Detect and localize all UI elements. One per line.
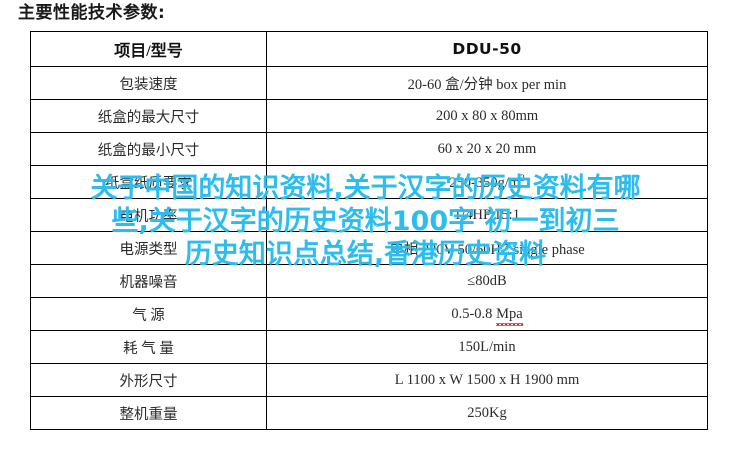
row-label-air-consumption: 耗 气 量 [30,330,267,364]
row-value-packing-speed: 20-60 盒/分钟 box per min [266,66,708,100]
table-row: 机器噪音 ≤80dB [30,264,708,298]
paper-quality-superscript: 3 [520,172,525,183]
table-row: 电机功率 1/4HP 15:1 [30,198,708,232]
row-label-dimensions: 外形尺寸 [30,363,267,397]
row-label-max-box-size: 纸盒的最大尺寸 [30,99,267,133]
table-row: 电源类型 单相 220V 50/60HZ single phase [30,231,708,265]
table-row: 包装速度 20-60 盒/分钟 box per min [30,66,708,100]
table-row: 纸盒的最小尺寸 60 x 20 x 20 mm [30,132,708,166]
row-value-power-type: 单相 220V 50/60HZ single phase [266,231,708,265]
row-label-air-source: 气 源 [30,297,267,331]
row-label-machine-noise: 机器噪音 [30,264,267,298]
row-label-power-type: 电源类型 [30,231,267,265]
row-value-paper-quality: 250-350g/m3 [266,165,708,199]
page-title: 主要性能技术参数: [18,3,166,23]
row-label-paper-quality: 纸盒纸质要求 [30,165,267,199]
table-row: 纸盒纸质要求 250-350g/m3 [30,165,708,199]
table-row: 气 源 0.5-0.8 Mpa [30,297,708,331]
header-cell-model: DDU-50 [266,31,708,67]
row-value-motor-power: 1/4HP 15:1 [266,198,708,232]
paper-quality-text: 250-350g/m [449,174,521,191]
table-row: 纸盒的最大尺寸 200 x 80 x 80mm [30,99,708,133]
table-row: 外形尺寸 L 1100 x W 1500 x H 1900 mm [30,363,708,397]
row-label-total-weight: 整机重量 [30,396,267,430]
air-source-unit-misspelled: Mpa [496,305,523,326]
header-cell-label: 项目/型号 [30,31,267,67]
row-value-total-weight: 250Kg [266,396,708,430]
row-value-air-consumption: 150L/min [266,330,708,364]
row-label-min-box-size: 纸盒的最小尺寸 [30,132,267,166]
table-body: 项目/型号 DDU-50 包装速度 20-60 盒/分钟 box per min… [30,31,708,430]
specifications-table: 项目/型号 DDU-50 包装速度 20-60 盒/分钟 box per min… [30,31,708,430]
row-label-motor-power: 电机功率 [30,198,267,232]
row-value-max-box-size: 200 x 80 x 80mm [266,99,708,133]
row-label-packing-speed: 包装速度 [30,66,267,100]
table-header-row: 项目/型号 DDU-50 [30,31,708,67]
row-value-min-box-size: 60 x 20 x 20 mm [266,132,708,166]
table-row: 整机重量 250Kg [30,396,708,430]
table-row: 耗 气 量 150L/min [30,330,708,364]
row-value-air-source: 0.5-0.8 Mpa [266,297,708,331]
row-value-machine-noise: ≤80dB [266,264,708,298]
air-source-value-text: 0.5-0.8 [451,305,497,322]
row-value-dimensions: L 1100 x W 1500 x H 1900 mm [266,363,708,397]
